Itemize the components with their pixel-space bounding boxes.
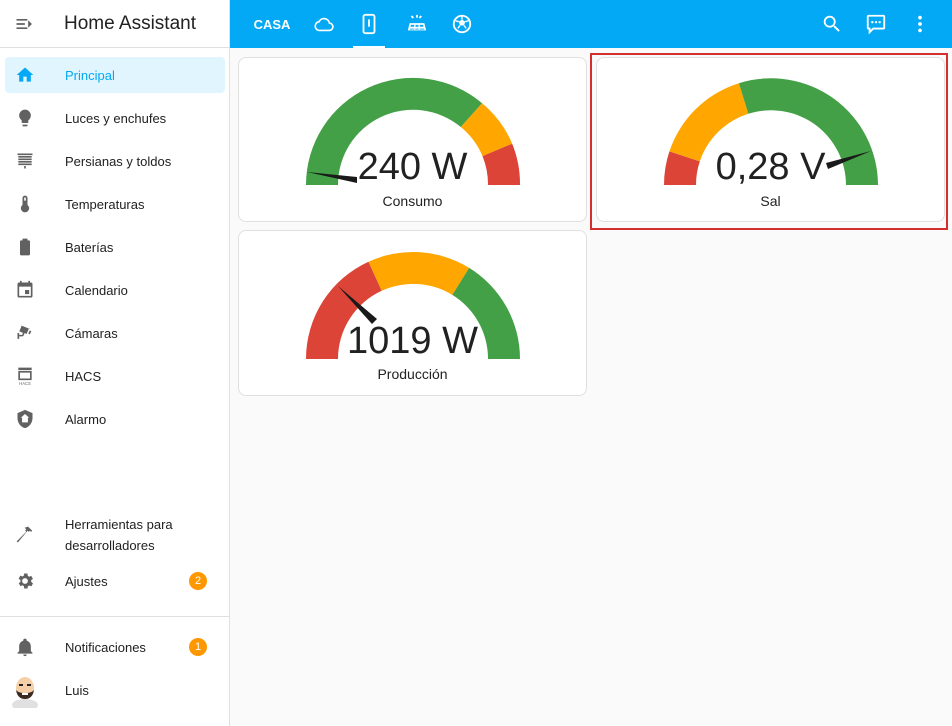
gauge-value: 240 W — [357, 146, 468, 188]
sidebar-item-notificaciones[interactable]: Notificaciones 1 — [5, 629, 225, 665]
more-vert-icon — [918, 15, 922, 33]
menu-toggle-button[interactable] — [0, 0, 48, 48]
gauge-card-sal[interactable]: 0,28 V Sal — [596, 57, 945, 222]
tab-weather[interactable] — [304, 0, 344, 48]
gauge-segment-red — [664, 151, 700, 185]
device-icon — [362, 13, 376, 35]
sidebar-item-label: Principal — [65, 67, 115, 83]
sidebar-item-label: HACS — [65, 368, 102, 384]
gauge-produccion — [306, 251, 520, 359]
sidebar-item-principal[interactable]: Principal — [5, 57, 225, 93]
gauge-segment-green — [452, 267, 520, 359]
tab-casa[interactable]: CASA — [246, 0, 298, 48]
hammer-icon — [16, 526, 33, 543]
sidebar-item-label: Baterías — [65, 239, 114, 255]
menu-open-icon — [16, 18, 32, 29]
gauge-segment-yellow — [368, 251, 470, 295]
top-app-bar: CASA — [230, 0, 952, 48]
tab-football[interactable] — [442, 0, 482, 48]
cog-icon — [18, 573, 33, 589]
shield-home-icon — [17, 409, 33, 429]
gauge-card-produccion[interactable]: 1019 W Producción — [238, 230, 587, 396]
soccer-icon — [452, 14, 472, 34]
tab-casa-label: CASA — [253, 16, 291, 32]
more-options-button[interactable] — [900, 0, 940, 48]
sidebar-item-label: Luis — [65, 682, 89, 698]
sidebar-item-label: Ajustes — [65, 573, 108, 589]
sidebar-item-ajustes[interactable]: Ajustes 2 — [5, 563, 225, 599]
sidebar-item-calendario[interactable]: Calendario — [5, 272, 225, 308]
sidebar-item-alarmo[interactable]: Alarmo — [5, 401, 225, 437]
tab-devices[interactable] — [349, 0, 389, 48]
sidebar-item-label: Cámaras — [65, 325, 118, 341]
gauge-segment-red — [482, 143, 521, 185]
sidebar-item-label: Persianas y toldos — [65, 153, 172, 169]
tab-solar[interactable] — [397, 0, 437, 48]
sidebar-item-hacs[interactable]: HACS HACS — [5, 358, 225, 394]
notifications-badge: 1 — [189, 638, 207, 656]
search-icon — [823, 15, 840, 32]
gauge-segment-green — [738, 78, 878, 185]
gauge-segment-yellow — [669, 83, 749, 162]
solar-power-icon — [407, 14, 427, 31]
app-title: Home Assistant — [64, 12, 196, 34]
blinds-icon — [17, 153, 33, 169]
sidebar-item-persianas[interactable]: Persianas y toldos — [5, 143, 225, 179]
sidebar-item-user[interactable]: Luis — [5, 672, 225, 708]
assist-icon — [866, 14, 886, 35]
avatar — [12, 677, 38, 708]
sidebar-item-temperaturas[interactable]: Temperaturas — [5, 186, 225, 222]
sidebar-item-label: Alarmo — [65, 411, 107, 427]
gauge-segment-green — [305, 77, 483, 185]
sidebar-item-baterias[interactable]: Baterías — [5, 229, 225, 265]
gauge-consumo — [305, 77, 521, 185]
sidebar-header: Home Assistant — [0, 0, 229, 48]
gauge-segment-red — [306, 261, 382, 359]
sidebar: Home Assistant Principal Luces y enchufe… — [0, 0, 230, 726]
svg-text:HACS: HACS — [19, 381, 31, 386]
thermometer-icon — [20, 195, 30, 213]
sidebar-divider — [0, 616, 229, 617]
gauge-name: Sal — [760, 193, 781, 209]
calendar-icon — [17, 280, 33, 298]
settings-badge: 2 — [189, 572, 207, 590]
gauge-segment-yellow — [460, 103, 513, 157]
sidebar-item-camaras[interactable]: Cámaras — [5, 315, 225, 351]
sidebar-item-label: Notificaciones — [65, 639, 146, 655]
gauge-value: 1019 W — [347, 320, 478, 362]
dev-tools-line2: desarrolladores — [65, 538, 155, 553]
gauge-value: 0,28 V — [715, 146, 826, 188]
battery-icon — [20, 238, 30, 256]
sidebar-item-label: Calendario — [65, 282, 128, 298]
cloud-icon — [314, 17, 334, 32]
gauge-sal — [664, 78, 878, 185]
sidebar-item-luces[interactable]: Luces y enchufes — [5, 100, 225, 136]
gauge-card-consumo[interactable]: 240 W Consumo — [238, 57, 587, 222]
gauge-needle — [826, 151, 871, 169]
cctv-icon — [17, 325, 32, 339]
gauge-needle — [307, 172, 357, 183]
search-button[interactable] — [812, 0, 852, 48]
assist-button[interactable] — [856, 0, 896, 48]
gauge-name: Consumo — [382, 193, 443, 209]
sidebar-item-label: Temperaturas — [65, 196, 145, 212]
dev-tools-line1: Herramientas para — [65, 517, 173, 532]
sidebar-item-developer-tools[interactable]: Herramientas para desarrolladores — [5, 514, 225, 556]
gauge-name: Producción — [377, 366, 448, 382]
sidebar-item-label: Luces y enchufes — [65, 110, 167, 126]
gauge-needle — [338, 286, 377, 324]
sidebar-item-label: Herramientas para desarrolladores — [65, 514, 173, 556]
lightbulb-icon — [19, 109, 31, 127]
hacs-icon: HACS — [18, 367, 32, 386]
home-icon — [16, 67, 34, 82]
bell-icon — [17, 638, 33, 657]
